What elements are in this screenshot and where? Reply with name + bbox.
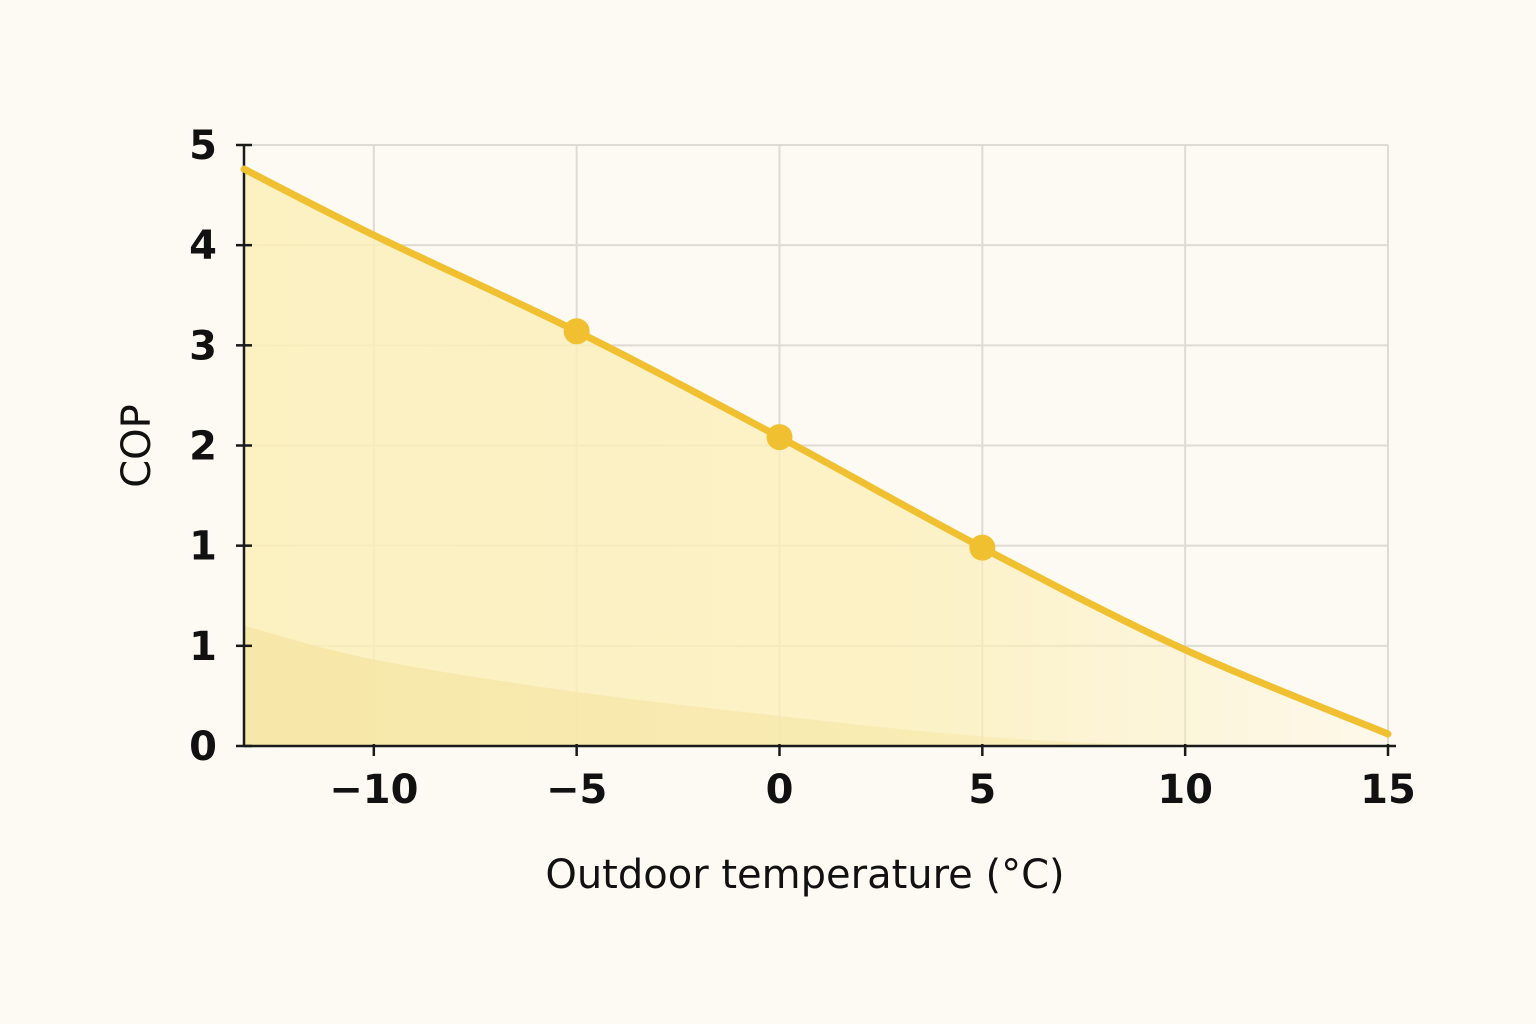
x-axis-title: Outdoor temperature (°C) — [545, 852, 1064, 898]
x-tick-label: −10 — [329, 767, 418, 813]
x-tick-label: −5 — [546, 767, 607, 813]
secondary-area-fill — [244, 625, 1388, 747]
y-tick-label: 4 — [189, 223, 217, 269]
series — [240, 165, 1392, 738]
cop-data-point — [766, 424, 793, 451]
tick-labels: −10 −5 0 5 10 15 0 1 1 2 3 4 5 — [189, 123, 1416, 813]
y-tick-label: 3 — [189, 323, 217, 369]
axes — [236, 143, 1396, 756]
y-tick-label: 1 — [189, 524, 217, 570]
y-tick-label: 5 — [189, 123, 217, 169]
x-tick-label: 0 — [766, 767, 794, 813]
y-tick-label: 0 — [189, 724, 217, 770]
y-axis-title: COP — [114, 404, 160, 488]
x-tick-label: 5 — [968, 767, 996, 813]
x-tick-label: 15 — [1360, 767, 1416, 813]
cop-data-point — [969, 534, 996, 561]
x-tick-label: 10 — [1157, 767, 1213, 813]
y-tick-label: 1 — [189, 624, 217, 670]
y-tick-label: 2 — [189, 424, 217, 470]
cop-data-point — [563, 318, 590, 345]
